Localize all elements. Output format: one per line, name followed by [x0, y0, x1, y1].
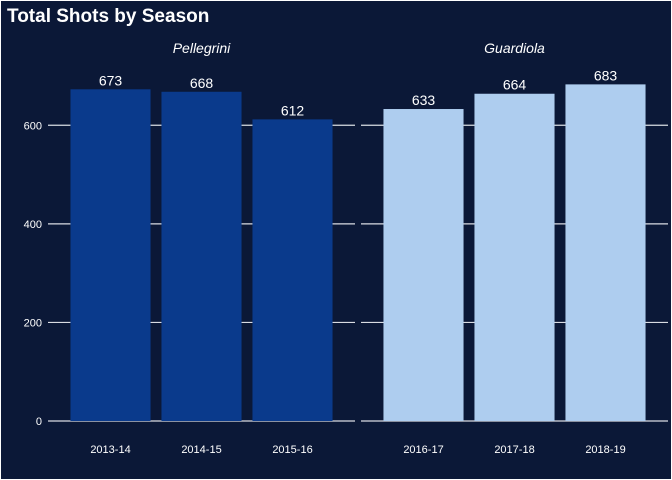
bar — [252, 119, 333, 421]
y-tick-label: 200 — [24, 317, 42, 329]
data-label: 683 — [594, 67, 618, 83]
bar — [565, 84, 646, 421]
data-label: 664 — [503, 77, 527, 93]
data-label: 612 — [281, 102, 305, 118]
bar — [70, 89, 151, 422]
data-label: 673 — [99, 72, 123, 88]
data-label: 633 — [412, 92, 436, 108]
facet-label: Pellegrini — [173, 40, 231, 56]
y-tick-label: 0 — [36, 416, 42, 428]
bar — [161, 91, 242, 422]
facet-panel-pellegrini: Pellegrini 673 2013-14 668 2014-15 612 2015-16 — [48, 40, 355, 456]
bar — [383, 109, 464, 422]
y-tick-label: 600 — [24, 120, 42, 132]
y-tick-label: 400 — [24, 219, 42, 231]
x-tick-label: 2017-18 — [494, 444, 534, 456]
x-tick-label: 2014-15 — [181, 444, 221, 456]
x-tick-label: 2016-17 — [403, 444, 443, 456]
x-tick-label: 2013-14 — [90, 444, 130, 456]
bar — [474, 93, 555, 421]
x-tick-label: 2018-19 — [585, 444, 625, 456]
x-tick-label: 2015-16 — [272, 444, 312, 456]
facets-layer: 0 200 400 600 Pellegrini 673 2013-14 668 2014-15… — [24, 40, 668, 456]
chart-title: Total Shots by Season — [7, 6, 209, 27]
data-label: 668 — [190, 75, 214, 91]
facet-panel-guardiola: Guardiola 633 2016-17 664 2017-18 683 2018-19 — [361, 40, 668, 456]
facet-label: Guardiola — [484, 40, 545, 56]
